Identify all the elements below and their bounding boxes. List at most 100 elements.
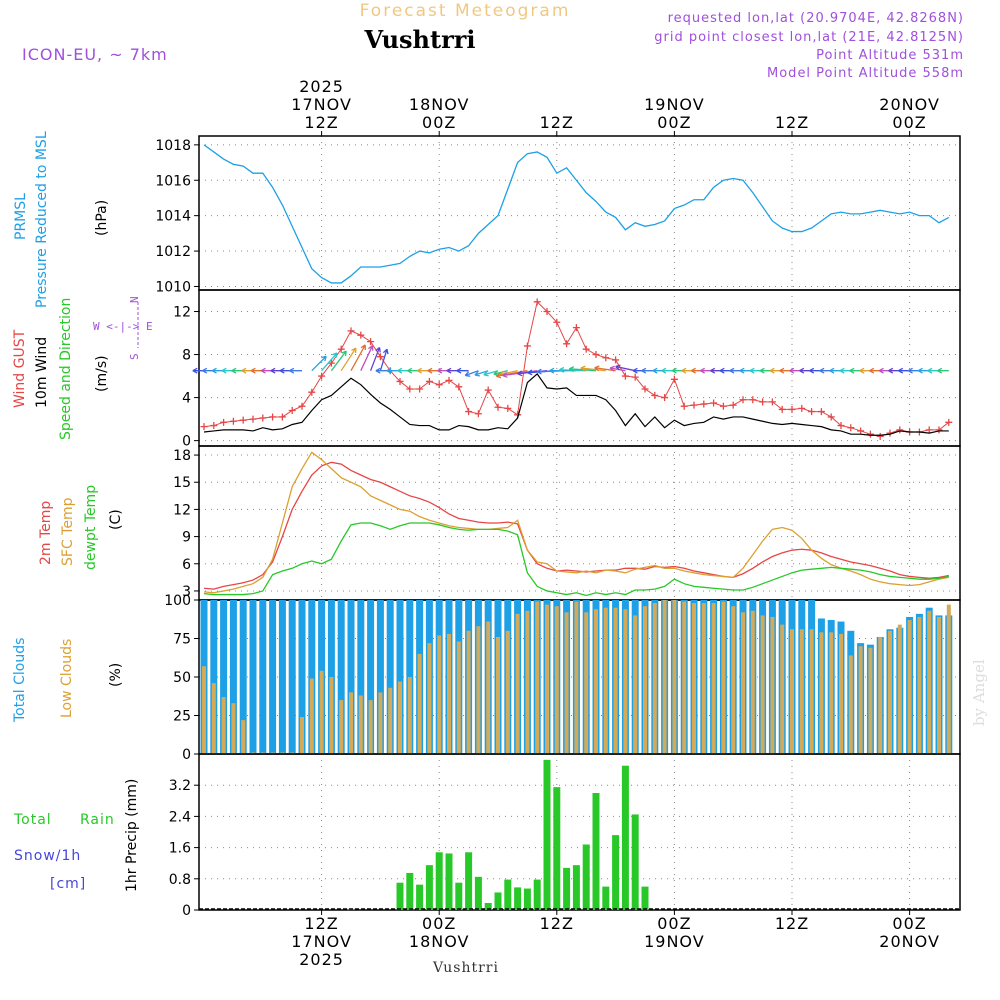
low-cloud-bar [329,677,334,754]
requested-coords: requested lon,lat (20.9704E, 42.8268N) [668,11,964,26]
bottom-axis-date: 18NOV [409,932,470,951]
wind-gust-point [788,405,796,413]
wind-gust-point [484,386,492,394]
bottom-axis-hour: 00Z [657,914,691,933]
wind-direction-arrow [221,367,234,374]
clouds-total-label: Total Clouds [12,638,28,723]
low-cloud-bar [290,752,295,754]
total-cloud-bar [220,600,228,754]
wind-unit: (m/s) [94,355,110,392]
top-axis-hour: 00Z [422,113,456,132]
wind-direction-arrow [379,348,389,371]
wind-gust-point [523,342,531,350]
bottom-axis-year: 2025 [299,950,344,969]
panel-frame [198,445,961,601]
wind-direction-arrow [819,367,832,374]
low-cloud-bar [809,629,814,754]
wind-gust-point [318,372,326,380]
rain-bar [455,882,463,910]
low-cloud-bar [760,615,765,754]
y-tick-label: 8 [182,348,191,364]
wind-gust-point [288,406,296,414]
y-tick-label: 0 [182,903,191,919]
wind-gust-point [435,381,443,389]
low-cloud-bar [927,610,932,754]
low-cloud-bar [858,646,863,754]
wind-gust-point [533,298,541,306]
low-cloud-bar [486,621,491,754]
y-tick-label: 0.8 [169,872,191,888]
wind-gust-point [220,418,228,426]
low-cloud-bar [221,697,226,754]
wind-direction-arrow [474,370,489,377]
low-cloud-bar [946,604,951,754]
wind-gust-point [229,417,237,425]
wind-direction-arrow [580,365,606,372]
rain-bar [543,759,551,910]
rain-bar [416,884,424,910]
low-cloud-bar [643,606,647,754]
low-cloud-bar [505,630,510,754]
low-cloud-bar [545,604,549,754]
rain-bar [572,865,580,910]
wind-dir-label: Speed and Direction [58,298,74,440]
low-cloud-bar [447,633,451,754]
wind-gust-point [327,359,335,367]
low-cloud-bar [613,607,618,754]
y-tick-label: 1.6 [169,841,191,857]
wind-direction-arrow [839,367,851,374]
temp-dew-label: dewpt Temp [83,485,99,570]
wind-direction-arrow [350,344,366,372]
low-cloud-bar [819,632,824,754]
y-tick-label: 12 [173,305,191,321]
low-cloud-bar [270,752,275,754]
precip-unit: 1hr Precip (mm) [124,779,140,892]
low-cloud-bar [535,601,540,754]
wind-gust-point [651,391,659,399]
low-cloud-bar [349,692,353,754]
wind-speed-line [203,373,949,436]
wind-panel: 0 4 8 12 [173,289,961,450]
wind-gust-point [416,385,424,393]
wind-gust-point [680,402,688,410]
y-tick-label: 12 [173,502,191,518]
wind-gust-point [455,383,463,391]
low-cloud-bar [897,624,902,754]
wind-gust-point [465,408,473,416]
low-cloud-bar [260,752,265,754]
wind-gust-point [661,394,669,402]
low-cloud-bar [662,600,667,754]
total-cloud-bar [229,600,237,754]
y-tick-label: 1016 [155,173,191,189]
y-tick-label: 18 [173,448,191,464]
rain-bar [612,835,620,910]
top-axis-hour: 12Z [304,113,338,132]
wind-gust-point [837,422,845,430]
y-tick-label: 1014 [155,209,191,225]
low-cloud-bar [692,603,696,754]
wind-direction-arrow [202,367,214,374]
y-tick-label: 1010 [155,279,191,295]
wind-gust-point [641,385,649,393]
wind-gust-point [249,415,257,423]
wind-gust-point [376,353,384,361]
low-cloud-bar [476,626,481,754]
wind-gust-point [945,418,953,426]
low-cloud-bar [711,603,716,754]
rain-bar [582,844,590,910]
wind-direction-arrow [260,367,273,374]
wind-gust-point [729,401,737,409]
low-cloud-bar [701,603,706,754]
total-cloud-bar [357,600,365,754]
wind-gust-point [621,372,629,380]
wind-direction-arrow [289,367,302,374]
wind-gust-point [553,318,561,326]
wind-gust-point [896,426,904,434]
wind-direction-arrow [888,367,900,374]
wind-direction-arrow [427,367,440,374]
wind-gust-point [690,401,698,409]
low-cloud-bar [466,630,471,754]
wind-direction-arrow [340,347,357,372]
wind-gust-point [739,396,747,404]
